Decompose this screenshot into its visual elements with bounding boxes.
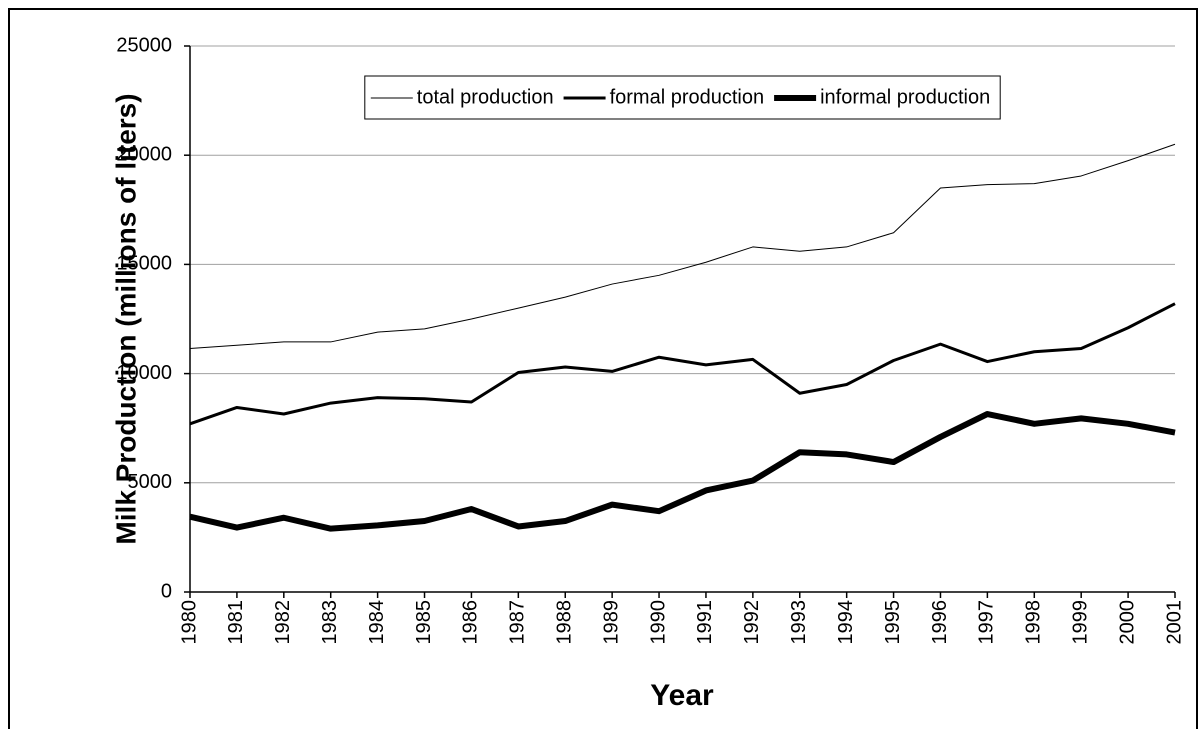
series-line bbox=[189, 302, 1176, 426]
x-tick-label: 1998 bbox=[1023, 600, 1045, 645]
x-tick-label: 1980 bbox=[178, 600, 200, 645]
x-tick-label: 1999 bbox=[1069, 600, 1091, 645]
y-tick-label: 15000 bbox=[116, 253, 172, 275]
x-tick-label: 1993 bbox=[788, 600, 810, 645]
legend-box bbox=[364, 75, 1001, 120]
series-line bbox=[189, 143, 1176, 349]
y-axis-label: Milk Production (millions of liters) bbox=[110, 93, 141, 544]
y-tick-label: 0 bbox=[161, 580, 172, 602]
x-tick-label: 1984 bbox=[366, 600, 388, 645]
x-tick-label: 1988 bbox=[554, 600, 576, 645]
y-tick-label: 10000 bbox=[116, 362, 172, 384]
x-axis-label: Year bbox=[650, 679, 714, 712]
x-tick-label: 1981 bbox=[225, 600, 247, 645]
chart-border bbox=[8, 8, 1198, 729]
x-tick-label: 1994 bbox=[835, 600, 857, 645]
x-tick-label: 1987 bbox=[507, 600, 529, 645]
x-tick-label: 1983 bbox=[319, 600, 341, 645]
x-tick-label: 1982 bbox=[272, 600, 294, 645]
x-tick-label: 1986 bbox=[460, 600, 482, 645]
x-tick-label: 1997 bbox=[976, 600, 998, 645]
legend-label: formal production bbox=[610, 86, 765, 108]
x-tick-label: 1991 bbox=[694, 600, 716, 645]
x-tick-label: 1990 bbox=[647, 600, 669, 645]
series-line bbox=[189, 411, 1176, 532]
x-tick-label: 1989 bbox=[600, 600, 622, 645]
y-tick-label: 5000 bbox=[128, 471, 173, 493]
y-tick-label: 20000 bbox=[116, 143, 172, 165]
legend-label: total production bbox=[417, 86, 554, 108]
x-tick-label: 2001 bbox=[1163, 600, 1185, 645]
x-tick-label: 1985 bbox=[413, 600, 435, 645]
x-tick-label: 1995 bbox=[882, 600, 904, 645]
x-tick-label: 1996 bbox=[929, 600, 951, 645]
legend-label: informal production bbox=[820, 86, 990, 108]
x-tick-label: 1992 bbox=[741, 600, 763, 645]
x-tick-label: 2000 bbox=[1116, 600, 1138, 645]
y-tick-label: 25000 bbox=[116, 34, 172, 56]
